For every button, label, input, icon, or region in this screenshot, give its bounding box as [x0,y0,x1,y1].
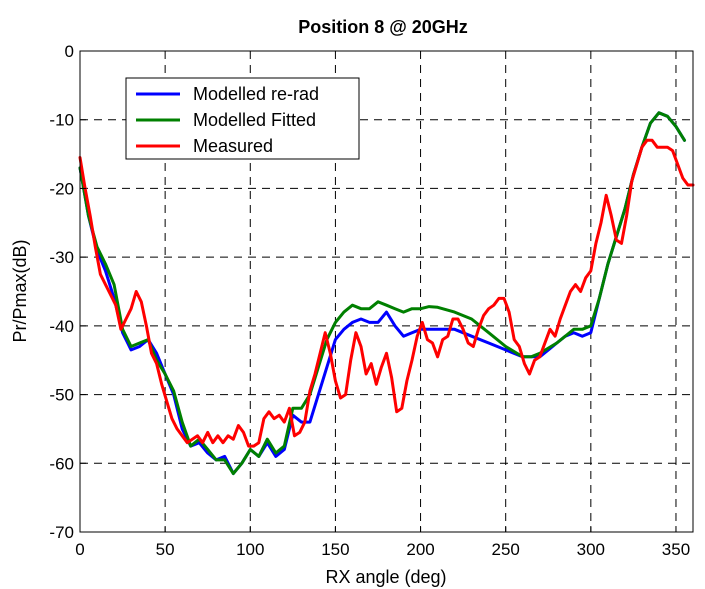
y-tick-label: -70 [49,523,74,542]
y-tick-label: -10 [49,111,74,130]
x-tick-label: 300 [577,540,605,559]
x-tick-label: 50 [156,540,175,559]
series-line-modelled-fitted [78,111,686,476]
axis-ticks: 0 50 100 150 200 250 300 350 0 -10 -20 -30 -40 -50 -60… [49,42,690,559]
x-tick-label: 0 [75,540,84,559]
chart-title: Position 8 @ 20GHz [298,17,468,37]
legend: Modelled re-rad Modelled Fitted Measured [125,77,360,160]
series-line-measured [78,138,695,448]
y-axis-label: Pr/Pmax(dB) [10,239,30,342]
y-tick-label: -30 [49,248,74,267]
x-tick-label: 100 [236,540,264,559]
legend-label: Modelled Fitted [193,110,316,130]
y-tick-label: 0 [65,42,74,61]
y-tick-label: -60 [49,454,74,473]
legend-label: Modelled re-rad [193,84,319,104]
x-tick-label: 350 [662,540,690,559]
y-tick-label: -50 [49,386,74,405]
x-axis-label: RX angle (deg) [325,567,446,587]
series-lines [78,111,695,476]
plot-frame [79,50,694,533]
y-tick-label: -40 [49,317,74,336]
legend-label: Measured [193,136,273,156]
x-tick-label: 150 [321,540,349,559]
y-tick-label: -20 [49,179,74,198]
x-tick-label: 200 [406,540,434,559]
x-tick-label: 250 [492,540,520,559]
